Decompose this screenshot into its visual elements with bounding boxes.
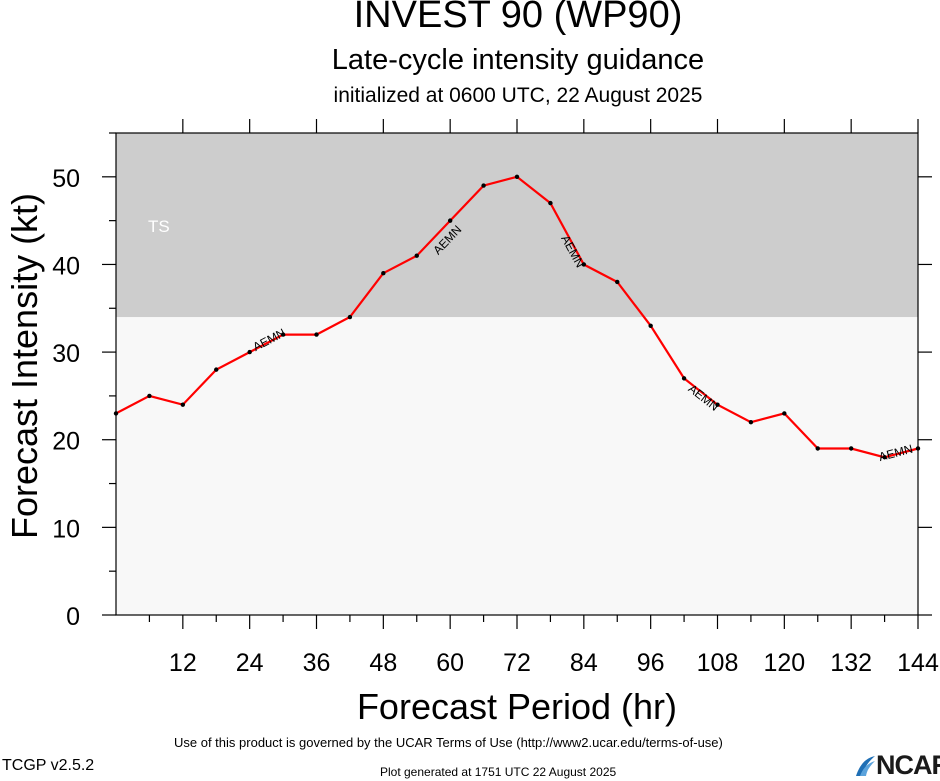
ncar-logo-text: NCAR	[876, 750, 940, 780]
data-point	[113, 411, 119, 416]
ncar-logo-mark-icon	[856, 756, 875, 776]
data-point	[481, 183, 486, 188]
axis-labels: 12 24 36 48 60 72 84 96 108 120 132 14401020304050F…	[4, 165, 939, 727]
x-axis-title: Forecast Period (hr)	[357, 686, 677, 727]
x-tick-label: 12	[169, 649, 197, 677]
chart-title: INVEST 90 (WP90)	[353, 0, 683, 36]
data-point	[247, 349, 252, 355]
data-point	[548, 200, 553, 206]
data-point	[514, 174, 520, 180]
data-point	[280, 332, 286, 337]
category-band-label: TS	[148, 217, 170, 236]
x-tick-label: 96	[637, 649, 665, 677]
x-tick-label: 108	[697, 649, 739, 677]
x-tick-label: 60	[436, 649, 464, 677]
x-tick-label: 144	[897, 649, 939, 677]
x-tick-label: 120	[763, 649, 805, 677]
x-tick-label: 24	[236, 649, 264, 677]
x-tick-label: 36	[303, 649, 331, 677]
data-point	[147, 393, 152, 399]
data-point	[180, 402, 186, 407]
data-point	[715, 402, 720, 407]
terms-of-use-text: Use of this product is governed by the U…	[174, 735, 723, 750]
data-point	[314, 332, 319, 337]
data-point	[782, 411, 787, 416]
version-label: TCGP v2.5.2	[2, 757, 95, 774]
y-tick-label: 50	[52, 165, 80, 193]
data-point	[214, 367, 219, 372]
init-time-line: initialized at 0600 UTC, 22 August 2025	[333, 84, 703, 107]
data-point	[882, 455, 887, 460]
y-tick-label: 40	[52, 252, 80, 280]
data-point	[381, 271, 386, 276]
y-tick-label: 0	[66, 603, 80, 631]
data-point	[681, 376, 687, 381]
y-tick-label: 30	[52, 340, 80, 368]
data-point	[915, 446, 921, 451]
y-tick-label: 10	[52, 515, 80, 543]
x-tick-label: 84	[570, 649, 598, 677]
x-tick-label: 48	[369, 649, 397, 677]
data-point	[347, 314, 353, 320]
y-axis-title: Forecast Intensity (kt)	[4, 193, 45, 539]
data-point	[615, 279, 620, 285]
data-point	[748, 420, 754, 425]
generated-timestamp: Plot generated at 1751 UTC 22 August 202…	[380, 765, 617, 779]
data-point	[414, 253, 419, 258]
data-point	[848, 446, 854, 451]
data-point	[447, 218, 453, 223]
data-point	[581, 262, 587, 267]
axis-ticks	[102, 119, 932, 629]
chart-subtitle: Late-cycle intensity guidance	[331, 44, 705, 76]
y-tick-label: 20	[52, 428, 80, 456]
category-band	[116, 133, 918, 318]
x-tick-label: 132	[830, 649, 872, 677]
plot-background: TS	[115, 132, 919, 616]
data-point	[648, 323, 653, 328]
data-point	[815, 446, 820, 451]
x-tick-label: 72	[503, 649, 531, 677]
ncar-logo: NCAR	[854, 750, 940, 780]
